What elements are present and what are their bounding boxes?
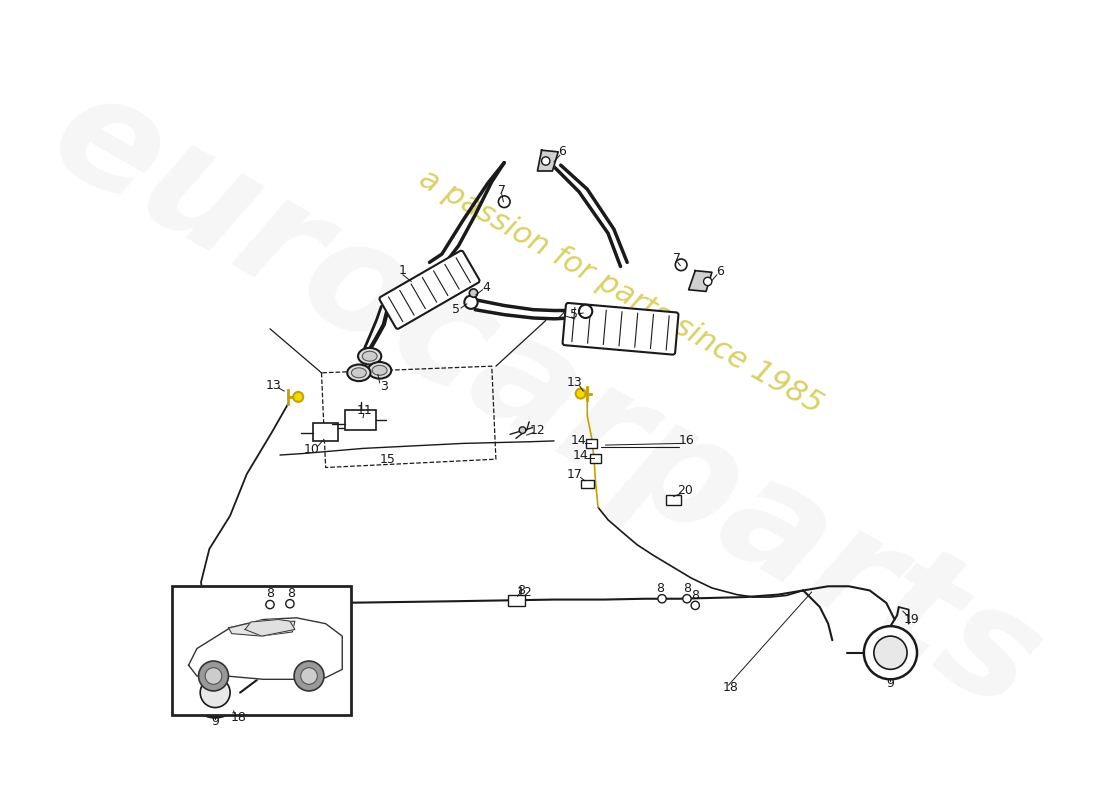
Circle shape	[300, 668, 317, 684]
Ellipse shape	[372, 366, 387, 375]
Polygon shape	[188, 618, 342, 679]
Circle shape	[266, 601, 274, 609]
Polygon shape	[245, 619, 295, 636]
Circle shape	[470, 289, 477, 298]
Circle shape	[575, 389, 585, 398]
Text: 8: 8	[287, 587, 295, 600]
Circle shape	[464, 295, 477, 309]
Circle shape	[206, 668, 222, 684]
Text: 7: 7	[497, 183, 506, 197]
Circle shape	[498, 196, 510, 207]
Circle shape	[683, 594, 691, 603]
Text: 18: 18	[231, 711, 246, 724]
Circle shape	[517, 596, 525, 605]
Bar	[581, 480, 594, 488]
Text: 8: 8	[266, 587, 274, 600]
Text: 13: 13	[265, 378, 282, 392]
Bar	[667, 495, 681, 505]
Ellipse shape	[348, 365, 371, 381]
Text: 12: 12	[517, 586, 532, 598]
Text: 13: 13	[566, 376, 583, 390]
Text: 15: 15	[379, 453, 396, 466]
Bar	[344, 410, 376, 430]
Bar	[172, 586, 351, 715]
Text: 11: 11	[356, 404, 373, 417]
Circle shape	[199, 661, 229, 691]
Circle shape	[541, 157, 550, 165]
Text: 17: 17	[566, 469, 583, 482]
Ellipse shape	[362, 351, 377, 361]
Circle shape	[704, 278, 712, 286]
Text: 5: 5	[452, 303, 460, 316]
Text: 2: 2	[557, 308, 564, 321]
Polygon shape	[538, 150, 558, 171]
Text: 14: 14	[571, 434, 587, 447]
Text: 12: 12	[529, 425, 546, 438]
Polygon shape	[689, 270, 712, 291]
Text: 6: 6	[716, 265, 724, 278]
Bar	[508, 594, 525, 606]
Bar	[314, 422, 338, 441]
Ellipse shape	[358, 348, 382, 365]
Circle shape	[200, 678, 230, 707]
Text: 8: 8	[517, 584, 525, 597]
Circle shape	[519, 427, 526, 434]
Circle shape	[579, 305, 592, 318]
Circle shape	[294, 661, 324, 691]
Text: 9: 9	[887, 677, 894, 690]
Bar	[585, 439, 597, 447]
Text: 8: 8	[691, 589, 700, 602]
Text: 5: 5	[570, 308, 578, 321]
Text: 9: 9	[211, 715, 219, 728]
FancyBboxPatch shape	[562, 303, 679, 354]
Circle shape	[294, 392, 304, 402]
Circle shape	[691, 602, 700, 610]
Bar	[590, 454, 602, 462]
Circle shape	[864, 626, 917, 679]
Text: 14: 14	[573, 450, 588, 462]
Text: 6: 6	[559, 146, 566, 158]
Text: 20: 20	[678, 484, 693, 498]
Text: 1: 1	[399, 264, 407, 277]
Text: 8: 8	[657, 582, 664, 595]
Circle shape	[675, 259, 688, 270]
Text: 10: 10	[304, 442, 319, 456]
Circle shape	[873, 636, 908, 670]
Circle shape	[286, 599, 294, 608]
Text: 8: 8	[683, 582, 691, 595]
Circle shape	[190, 668, 240, 718]
Ellipse shape	[368, 362, 392, 378]
Text: 3: 3	[379, 381, 387, 394]
Text: 19: 19	[903, 613, 920, 626]
Text: 16: 16	[679, 434, 695, 447]
Text: eurocarparts: eurocarparts	[26, 57, 1065, 742]
Text: 18: 18	[723, 681, 739, 694]
Text: 4: 4	[482, 281, 490, 294]
Polygon shape	[229, 621, 295, 636]
Text: a passion for parts since 1985: a passion for parts since 1985	[414, 164, 827, 419]
FancyBboxPatch shape	[379, 250, 480, 329]
Circle shape	[658, 594, 667, 603]
Text: 7: 7	[673, 252, 681, 265]
Ellipse shape	[351, 368, 366, 378]
